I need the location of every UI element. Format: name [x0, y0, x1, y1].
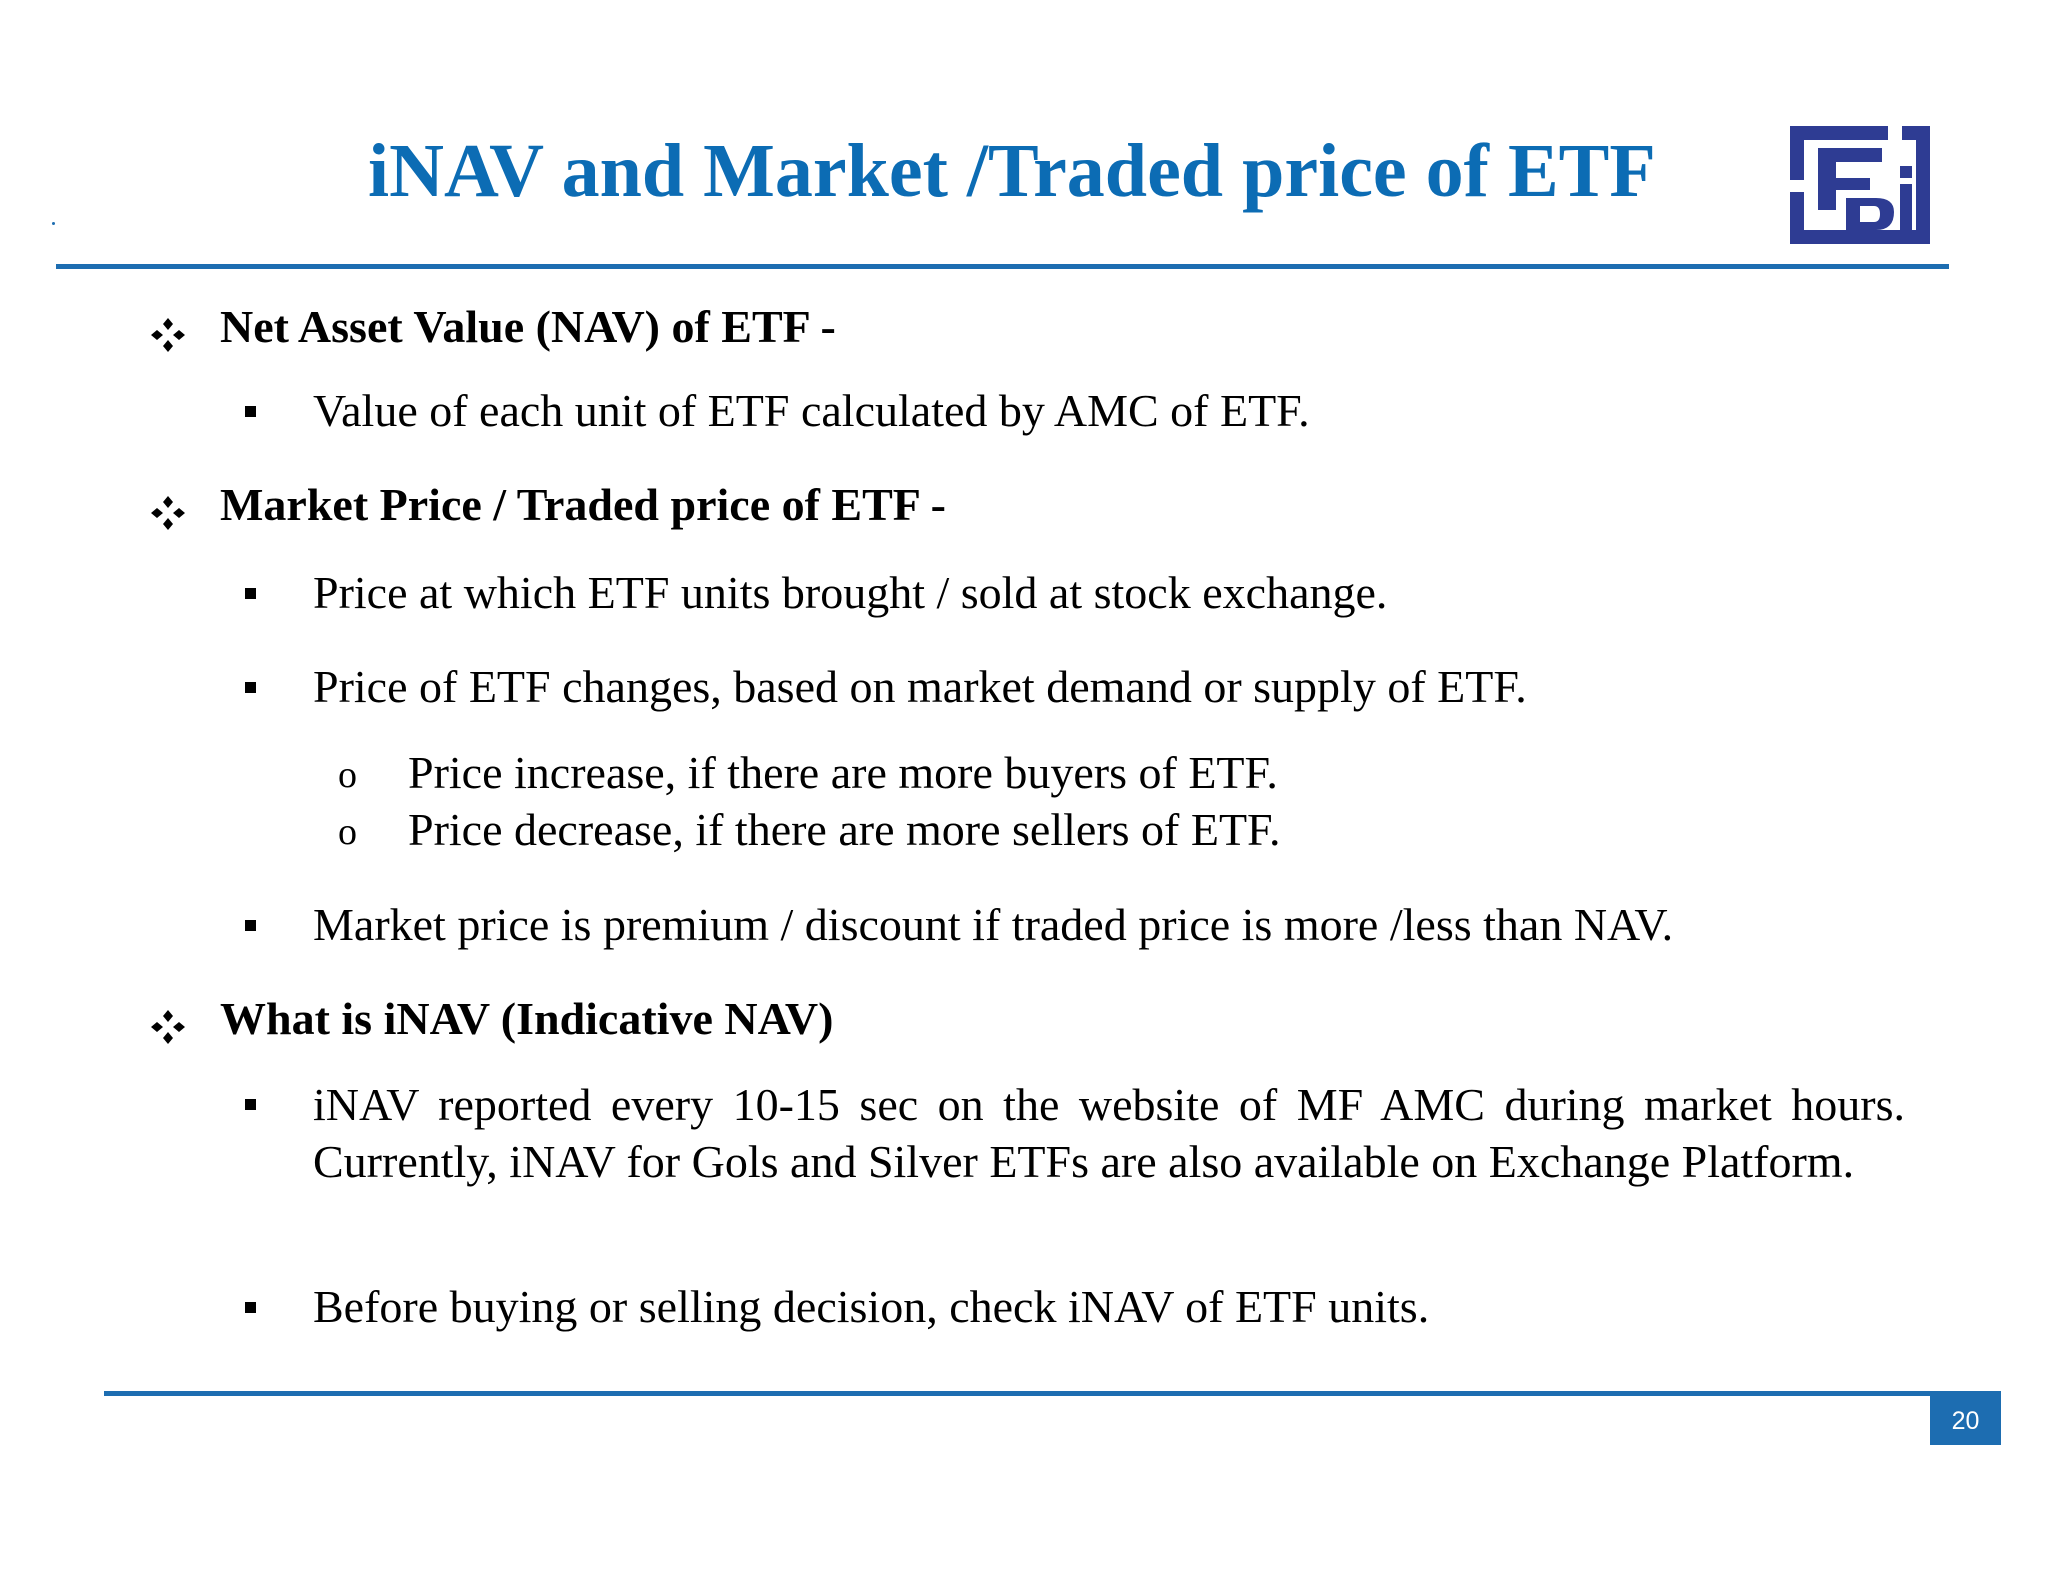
sub-bullet-text: Price decrease, if there are more seller…	[408, 804, 1281, 855]
section-heading-text: Market Price / Traded price of ETF -	[220, 479, 947, 530]
bullet-text: Before buying or selling decision, check…	[313, 1281, 1430, 1332]
square-bullet-icon	[245, 588, 256, 599]
circle-bullet-icon: o	[338, 754, 357, 796]
square-bullet-icon	[245, 920, 256, 931]
bullet-text: Price of ETF changes, based on market de…	[313, 661, 1527, 712]
bullet-text: Value of each unit of ETF calculated by …	[313, 385, 1310, 436]
square-bullet-icon	[245, 1099, 256, 1110]
bullet-text: Price at which ETF units brought / sold …	[313, 567, 1388, 618]
page-number: 20	[1930, 1391, 2001, 1445]
diamond-bullet-icon	[151, 318, 185, 352]
circle-bullet-icon: o	[338, 811, 357, 853]
sebi-logo-icon	[1790, 126, 1930, 244]
sub-bullet-text: Price increase, if there are more buyers…	[408, 747, 1278, 798]
square-bullet-icon	[245, 1302, 256, 1313]
bullet-text: Market price is premium / discount if tr…	[313, 899, 1674, 950]
section-heading-text: What is iNAV (Indicative NAV)	[220, 993, 834, 1044]
top-divider	[56, 264, 1949, 269]
bottom-divider	[104, 1391, 1930, 1396]
section-heading-text: Net Asset Value (NAV) of ETF -	[220, 301, 836, 352]
slide-title: iNAV and Market /Traded price of ETF	[368, 129, 1656, 213]
diamond-bullet-icon	[151, 496, 185, 530]
decorative-dot	[52, 222, 55, 225]
square-bullet-icon	[245, 682, 256, 693]
square-bullet-icon	[245, 406, 256, 417]
bullet-paragraph: iNAV reported every 10-15 sec on the web…	[313, 1079, 1905, 1187]
diamond-bullet-icon	[151, 1010, 185, 1044]
